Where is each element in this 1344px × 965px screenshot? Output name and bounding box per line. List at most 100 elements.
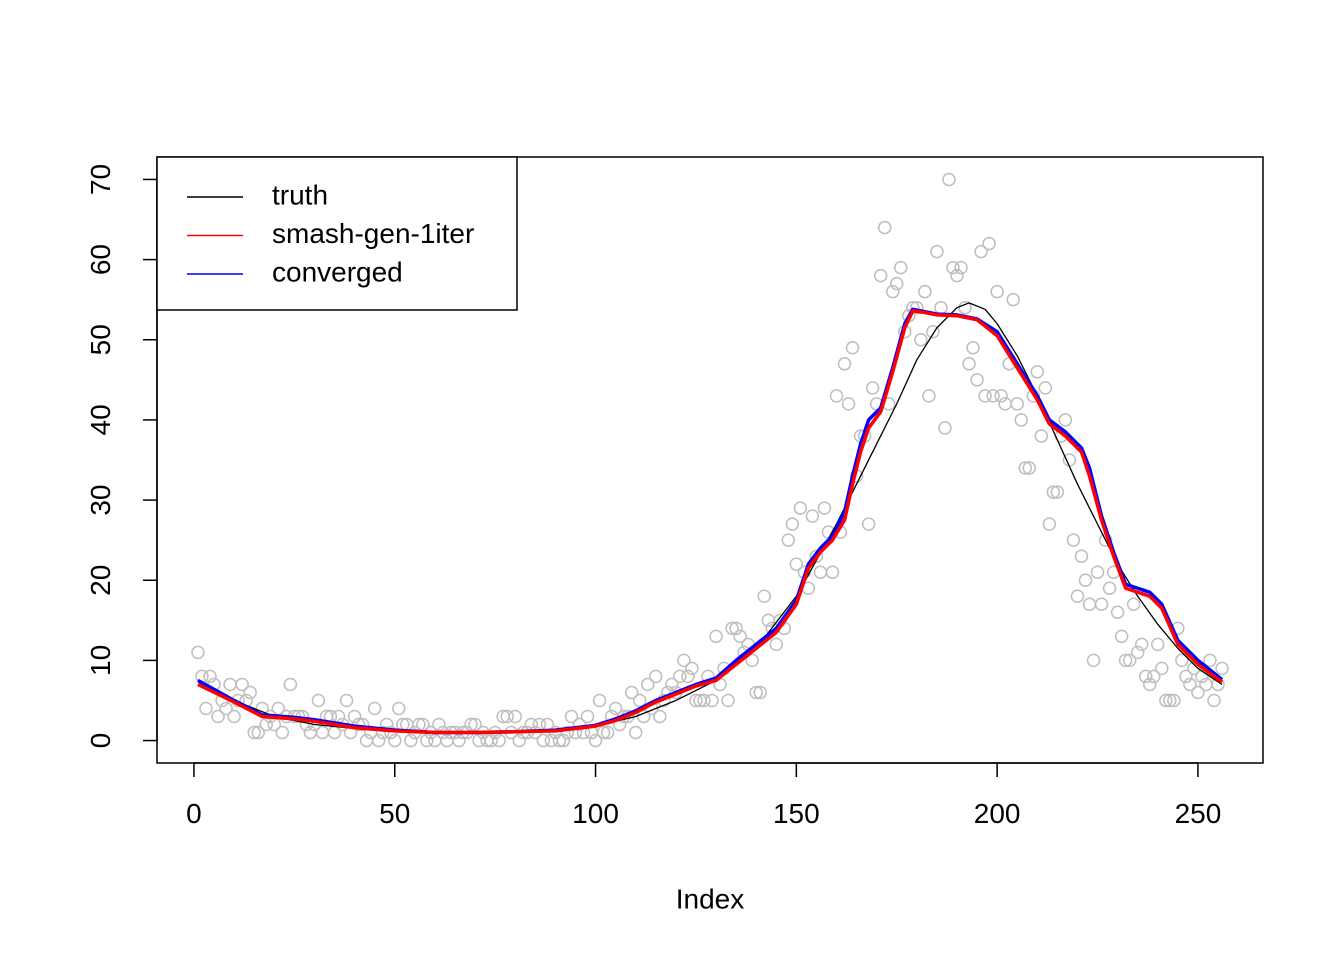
data-point [1014, 413, 1028, 427]
data-point [536, 733, 551, 748]
data-point [556, 733, 571, 748]
legend-label: converged [272, 256, 403, 287]
data-point [1090, 565, 1105, 579]
data-point [970, 373, 984, 387]
data-point [1066, 533, 1081, 547]
data-point [500, 709, 514, 724]
data-point [1203, 653, 1217, 668]
y-tick-label: 0 [85, 733, 116, 749]
data-point [721, 693, 735, 708]
data-point [628, 725, 643, 740]
data-point [580, 709, 595, 724]
data-point [1034, 429, 1049, 443]
data-point [673, 669, 687, 684]
data-point [990, 284, 1004, 299]
data-point [1159, 693, 1173, 708]
data-point [347, 709, 362, 724]
data-point [954, 260, 968, 275]
data-point [552, 733, 567, 748]
data-point [793, 501, 808, 515]
data-point [950, 268, 964, 283]
data-point [1142, 677, 1157, 692]
data-point [1163, 693, 1177, 708]
series-line [197, 309, 1224, 735]
data-point [203, 669, 217, 684]
legend-box [156, 156, 518, 311]
data-point [211, 709, 225, 724]
data-point [709, 629, 723, 644]
data-point [974, 244, 988, 259]
y-tick-label: 60 [85, 244, 116, 275]
data-point [685, 661, 699, 676]
data-point [1134, 637, 1149, 652]
data-point [404, 733, 418, 748]
data-point [219, 701, 233, 716]
data-point [1022, 461, 1037, 475]
data-point [865, 381, 880, 395]
data-point [930, 244, 944, 259]
data-point [1074, 549, 1089, 563]
data-point [926, 324, 940, 339]
data-point [753, 685, 767, 700]
data-point [1126, 597, 1141, 612]
data-point [649, 669, 663, 684]
data-point [596, 725, 611, 740]
data-point [1183, 677, 1197, 692]
data-point [1167, 693, 1181, 708]
data-point [464, 717, 478, 732]
data-point [958, 300, 972, 315]
x-tick-label: 0 [186, 798, 202, 829]
data-point [1118, 653, 1133, 668]
data-point [311, 693, 326, 708]
data-point [1207, 693, 1221, 708]
data-point [677, 653, 691, 668]
data-point [994, 389, 1008, 403]
data-point [817, 501, 832, 515]
data-point [894, 260, 908, 275]
data-point [1006, 292, 1020, 307]
data-point [825, 565, 840, 579]
data-point [375, 725, 390, 740]
data-point [191, 645, 205, 660]
data-point [243, 685, 257, 700]
data-point [1102, 581, 1117, 596]
data-point [938, 421, 952, 435]
y-tick-label: 10 [85, 645, 116, 676]
data-point [1179, 669, 1193, 684]
data-point [564, 709, 579, 724]
data-point [251, 725, 265, 740]
data-point [1175, 653, 1189, 668]
data-point [837, 357, 852, 371]
data-point [829, 389, 844, 403]
data-point [1050, 485, 1065, 499]
data-point [918, 284, 932, 299]
data-point [1122, 653, 1137, 668]
data-point [1086, 653, 1101, 668]
data-point [1138, 669, 1153, 684]
data-point [813, 565, 828, 579]
data-point [689, 693, 703, 708]
data-point [608, 701, 623, 716]
data-point [1042, 517, 1057, 531]
data-point [512, 733, 526, 748]
data-point [1038, 381, 1053, 395]
data-point [781, 533, 796, 547]
data-point [789, 557, 804, 571]
x-tick-label: 250 [1175, 798, 1222, 829]
data-point [283, 677, 298, 692]
data-point [1058, 413, 1073, 427]
data-point [432, 717, 446, 732]
data-point [729, 621, 743, 636]
data-point [986, 389, 1000, 403]
data-point [653, 709, 667, 724]
data-point [681, 669, 695, 684]
x-axis-label: Index [676, 883, 745, 914]
data-point [705, 693, 719, 708]
data-point [452, 733, 466, 748]
data-point [785, 517, 800, 531]
data-point [805, 509, 820, 523]
data-point [885, 284, 900, 299]
data-point [962, 357, 976, 371]
data-point [1155, 661, 1169, 676]
